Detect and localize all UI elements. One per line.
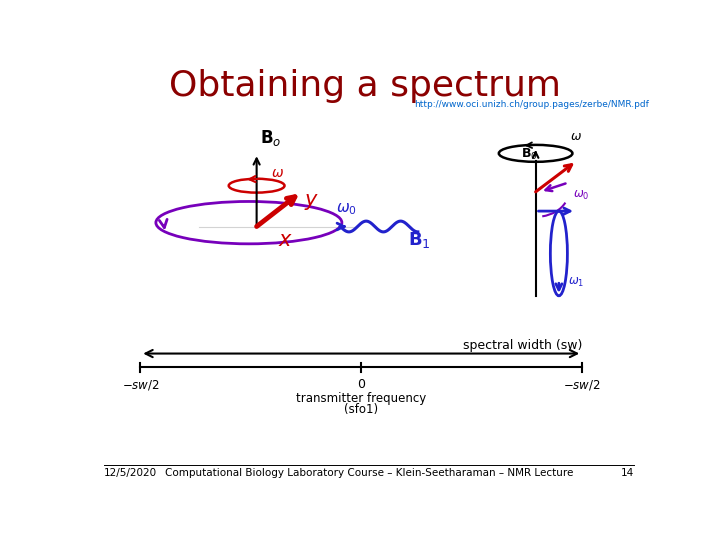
Text: $0$: $0$	[356, 378, 366, 391]
Text: $\omega_1$: $\omega_1$	[568, 276, 585, 289]
Text: $\omega$: $\omega$	[271, 166, 284, 180]
Text: $\omega$: $\omega$	[570, 130, 582, 143]
Text: y: y	[305, 190, 317, 210]
Text: (sfo1): (sfo1)	[344, 403, 378, 416]
Text: spectral width (sw): spectral width (sw)	[463, 339, 582, 353]
Text: Obtaining a spectrum: Obtaining a spectrum	[169, 69, 561, 103]
Text: B$_o$: B$_o$	[260, 128, 281, 148]
Text: B$_1$: B$_1$	[408, 231, 431, 251]
Text: $\omega_0$: $\omega_0$	[336, 201, 356, 217]
Text: $- sw/2$: $- sw/2$	[122, 378, 159, 392]
Text: 12/5/2020: 12/5/2020	[104, 468, 157, 478]
Text: B$_0$: B$_0$	[521, 146, 538, 161]
Text: $- sw/2$: $- sw/2$	[563, 378, 601, 392]
Text: 14: 14	[621, 468, 634, 478]
Text: http://www.oci.unizh.ch/group.pages/zerbe/NMR.pdf: http://www.oci.unizh.ch/group.pages/zerb…	[414, 100, 649, 109]
Text: Computational Biology Laboratory Course – Klein-Seetharaman – NMR Lecture: Computational Biology Laboratory Course …	[165, 468, 573, 478]
Text: x: x	[279, 230, 291, 249]
Text: $\omega_0$: $\omega_0$	[573, 189, 589, 202]
Text: transmitter frequency: transmitter frequency	[296, 392, 426, 405]
